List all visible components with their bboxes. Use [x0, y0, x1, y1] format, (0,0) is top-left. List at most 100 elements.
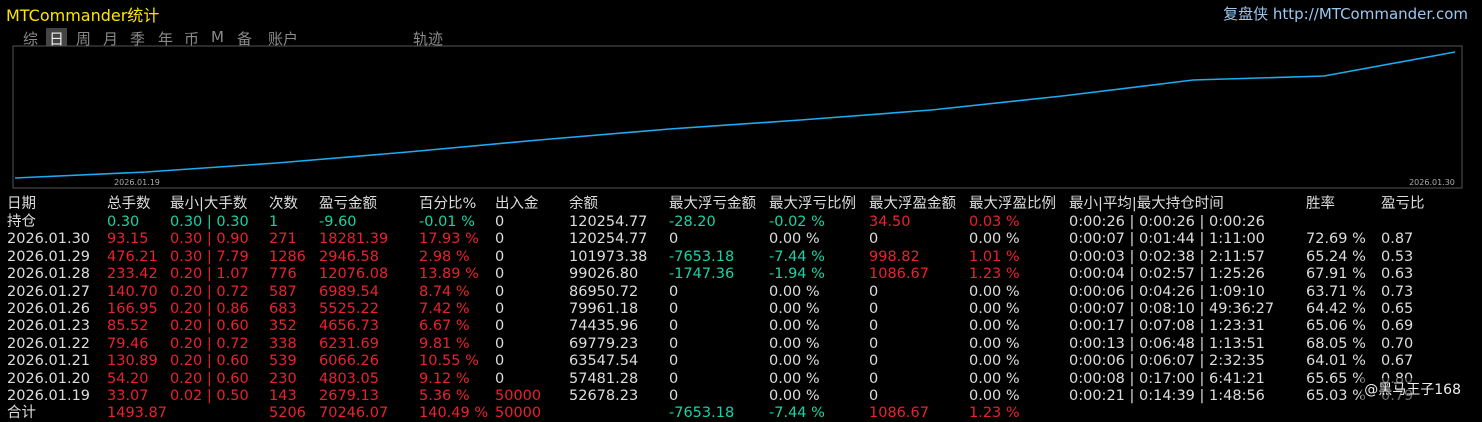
table-cell: 0 — [669, 283, 679, 300]
table-cell: 0.00 % — [769, 301, 820, 317]
table-cell: 7.42 % — [419, 301, 470, 317]
table-cell: 64.01 % — [1306, 353, 1366, 370]
table-cell: 99026.80 — [569, 266, 639, 283]
table-cell: 0.20 | 1.07 — [170, 266, 249, 283]
table-cell: 93.15 — [107, 231, 149, 248]
x-label: 2026.01.19 — [114, 178, 160, 187]
table-cell: 0.00 % — [969, 370, 1020, 387]
table-cell: 0.03 % — [969, 214, 1020, 230]
table-cell: 0.30 | 0.30 — [170, 214, 249, 230]
table-cell: 0.30 | 7.79 — [170, 248, 249, 265]
app-title: MTCommander统计 — [6, 6, 160, 25]
table-cell: 85.52 — [107, 318, 149, 335]
table-cell: 338 — [269, 335, 297, 352]
table-cell: -0.02 % — [769, 214, 825, 230]
table-cell: 0.87 — [1381, 231, 1414, 248]
table-cell: -7653.18 — [669, 405, 735, 422]
table-cell: 0.65 — [1381, 301, 1414, 317]
table-cell: 0.02 | 0.50 — [170, 388, 249, 404]
table-cell: 2026.01.20 — [7, 370, 91, 387]
table-cell: 0.00 % — [769, 370, 820, 387]
equity-line — [14, 51, 1456, 179]
table-cell: 79.46 — [107, 335, 149, 352]
table-cell: 0 — [869, 301, 879, 317]
table-cell: 0 — [869, 388, 879, 404]
table-cell: 0.20 | 0.72 — [170, 283, 249, 300]
table-cell: 0.30 — [107, 214, 140, 230]
tab[interactable]: 年 — [158, 30, 174, 48]
table-cell: 63547.54 — [569, 353, 639, 370]
site-link[interactable]: 复盘侠 http://MTCommander.com — [1223, 5, 1468, 23]
table-cell: 130.89 — [107, 353, 158, 370]
table-cell: 0 — [495, 266, 505, 283]
table-cell: 50000 — [495, 405, 542, 422]
table-cell: 0 — [869, 318, 879, 335]
table-cell: 0:00:04 | 0:02:57 | 1:25:26 — [1069, 266, 1265, 283]
table-cell: 0.00 % — [969, 388, 1020, 404]
table-cell: 52678.23 — [569, 388, 639, 404]
tab[interactable]: 季 — [130, 30, 146, 48]
tab[interactable]: 日 — [46, 28, 68, 49]
table-cell: 86950.72 — [569, 283, 639, 300]
table-cell: 0.73 — [1381, 283, 1414, 300]
table-cell: 0:00:17 | 0:07:08 | 1:23:31 — [1069, 318, 1265, 335]
column-header: 最小|大手数 — [170, 196, 248, 212]
tab[interactable]: 周 — [76, 30, 92, 48]
column-header: 最大浮亏比例 — [769, 196, 856, 212]
table-cell: 2946.58 — [319, 248, 379, 265]
table-cell: -1747.36 — [669, 266, 735, 283]
table-cell: 166.95 — [107, 301, 158, 317]
table-cell: 0:00:03 | 0:02:38 | 2:11:57 — [1069, 248, 1265, 265]
table-cell: 0 — [495, 370, 505, 387]
table-cell: 6066.26 — [319, 353, 379, 370]
column-header: 最大浮盈比例 — [969, 196, 1056, 212]
tab[interactable]: 综 — [23, 30, 39, 48]
tab[interactable]: M — [211, 28, 224, 46]
table-cell: -7.44 % — [769, 248, 825, 265]
table-cell: 5206 — [269, 405, 306, 422]
column-header: 次数 — [269, 196, 298, 212]
table-cell: 1493.87 — [107, 405, 167, 422]
table-cell: 68.05 % — [1306, 335, 1366, 352]
column-header: 出入金 — [495, 196, 539, 212]
tab[interactable]: 备 — [237, 30, 253, 48]
table-cell: 合计 — [7, 405, 36, 422]
table-cell: -28.20 — [669, 214, 716, 230]
column-header: 最大浮盈金额 — [869, 196, 956, 212]
table-cell: 0:00:07 | 0:08:10 | 49:36:27 — [1069, 301, 1275, 317]
table-cell: 10.55 % — [419, 353, 479, 370]
table-cell: 18281.39 — [319, 231, 389, 248]
table-cell: 0 — [869, 335, 879, 352]
table-cell: 1 — [269, 214, 279, 230]
table-cell: 776 — [269, 266, 297, 283]
tab[interactable]: 币 — [184, 30, 200, 48]
table-cell: 0.00 % — [969, 335, 1020, 352]
table-cell: 233.42 — [107, 266, 158, 283]
table-cell: 0.67 — [1381, 353, 1414, 370]
tab[interactable]: 轨迹 — [413, 30, 444, 48]
table-cell: 587 — [269, 283, 297, 300]
table-cell: 74435.96 — [569, 318, 639, 335]
table-cell: 0:00:13 | 0:06:48 | 1:13:51 — [1069, 335, 1265, 352]
table-cell: 0 — [669, 388, 679, 404]
table-cell: -7.44 % — [769, 405, 825, 422]
table-cell: 持仓 — [7, 214, 36, 230]
table-cell: 352 — [269, 318, 297, 335]
table-cell: 6.67 % — [419, 318, 470, 335]
table-cell: 1286 — [269, 248, 306, 265]
tab[interactable]: 月 — [103, 30, 119, 48]
table-cell: 0 — [669, 301, 679, 317]
table-cell: 0.20 | 0.60 — [170, 353, 249, 370]
tab[interactable]: 账户 — [268, 30, 299, 48]
table-cell: 2026.01.26 — [7, 301, 91, 317]
table-cell: 0:00:06 | 0:06:07 | 2:32:35 — [1069, 353, 1265, 370]
table-cell: 2026.01.23 — [7, 318, 91, 335]
table-cell: 0.00 % — [969, 301, 1020, 317]
table-cell: 63.71 % — [1306, 283, 1366, 300]
table-cell: 0.70 — [1381, 335, 1414, 352]
table-cell: 0.00 % — [769, 318, 820, 335]
table-cell: 65.24 % — [1306, 248, 1366, 265]
table-cell: -1.94 % — [769, 266, 825, 283]
table-cell: 1.23 % — [969, 405, 1020, 422]
table-cell: 0 — [495, 353, 505, 370]
